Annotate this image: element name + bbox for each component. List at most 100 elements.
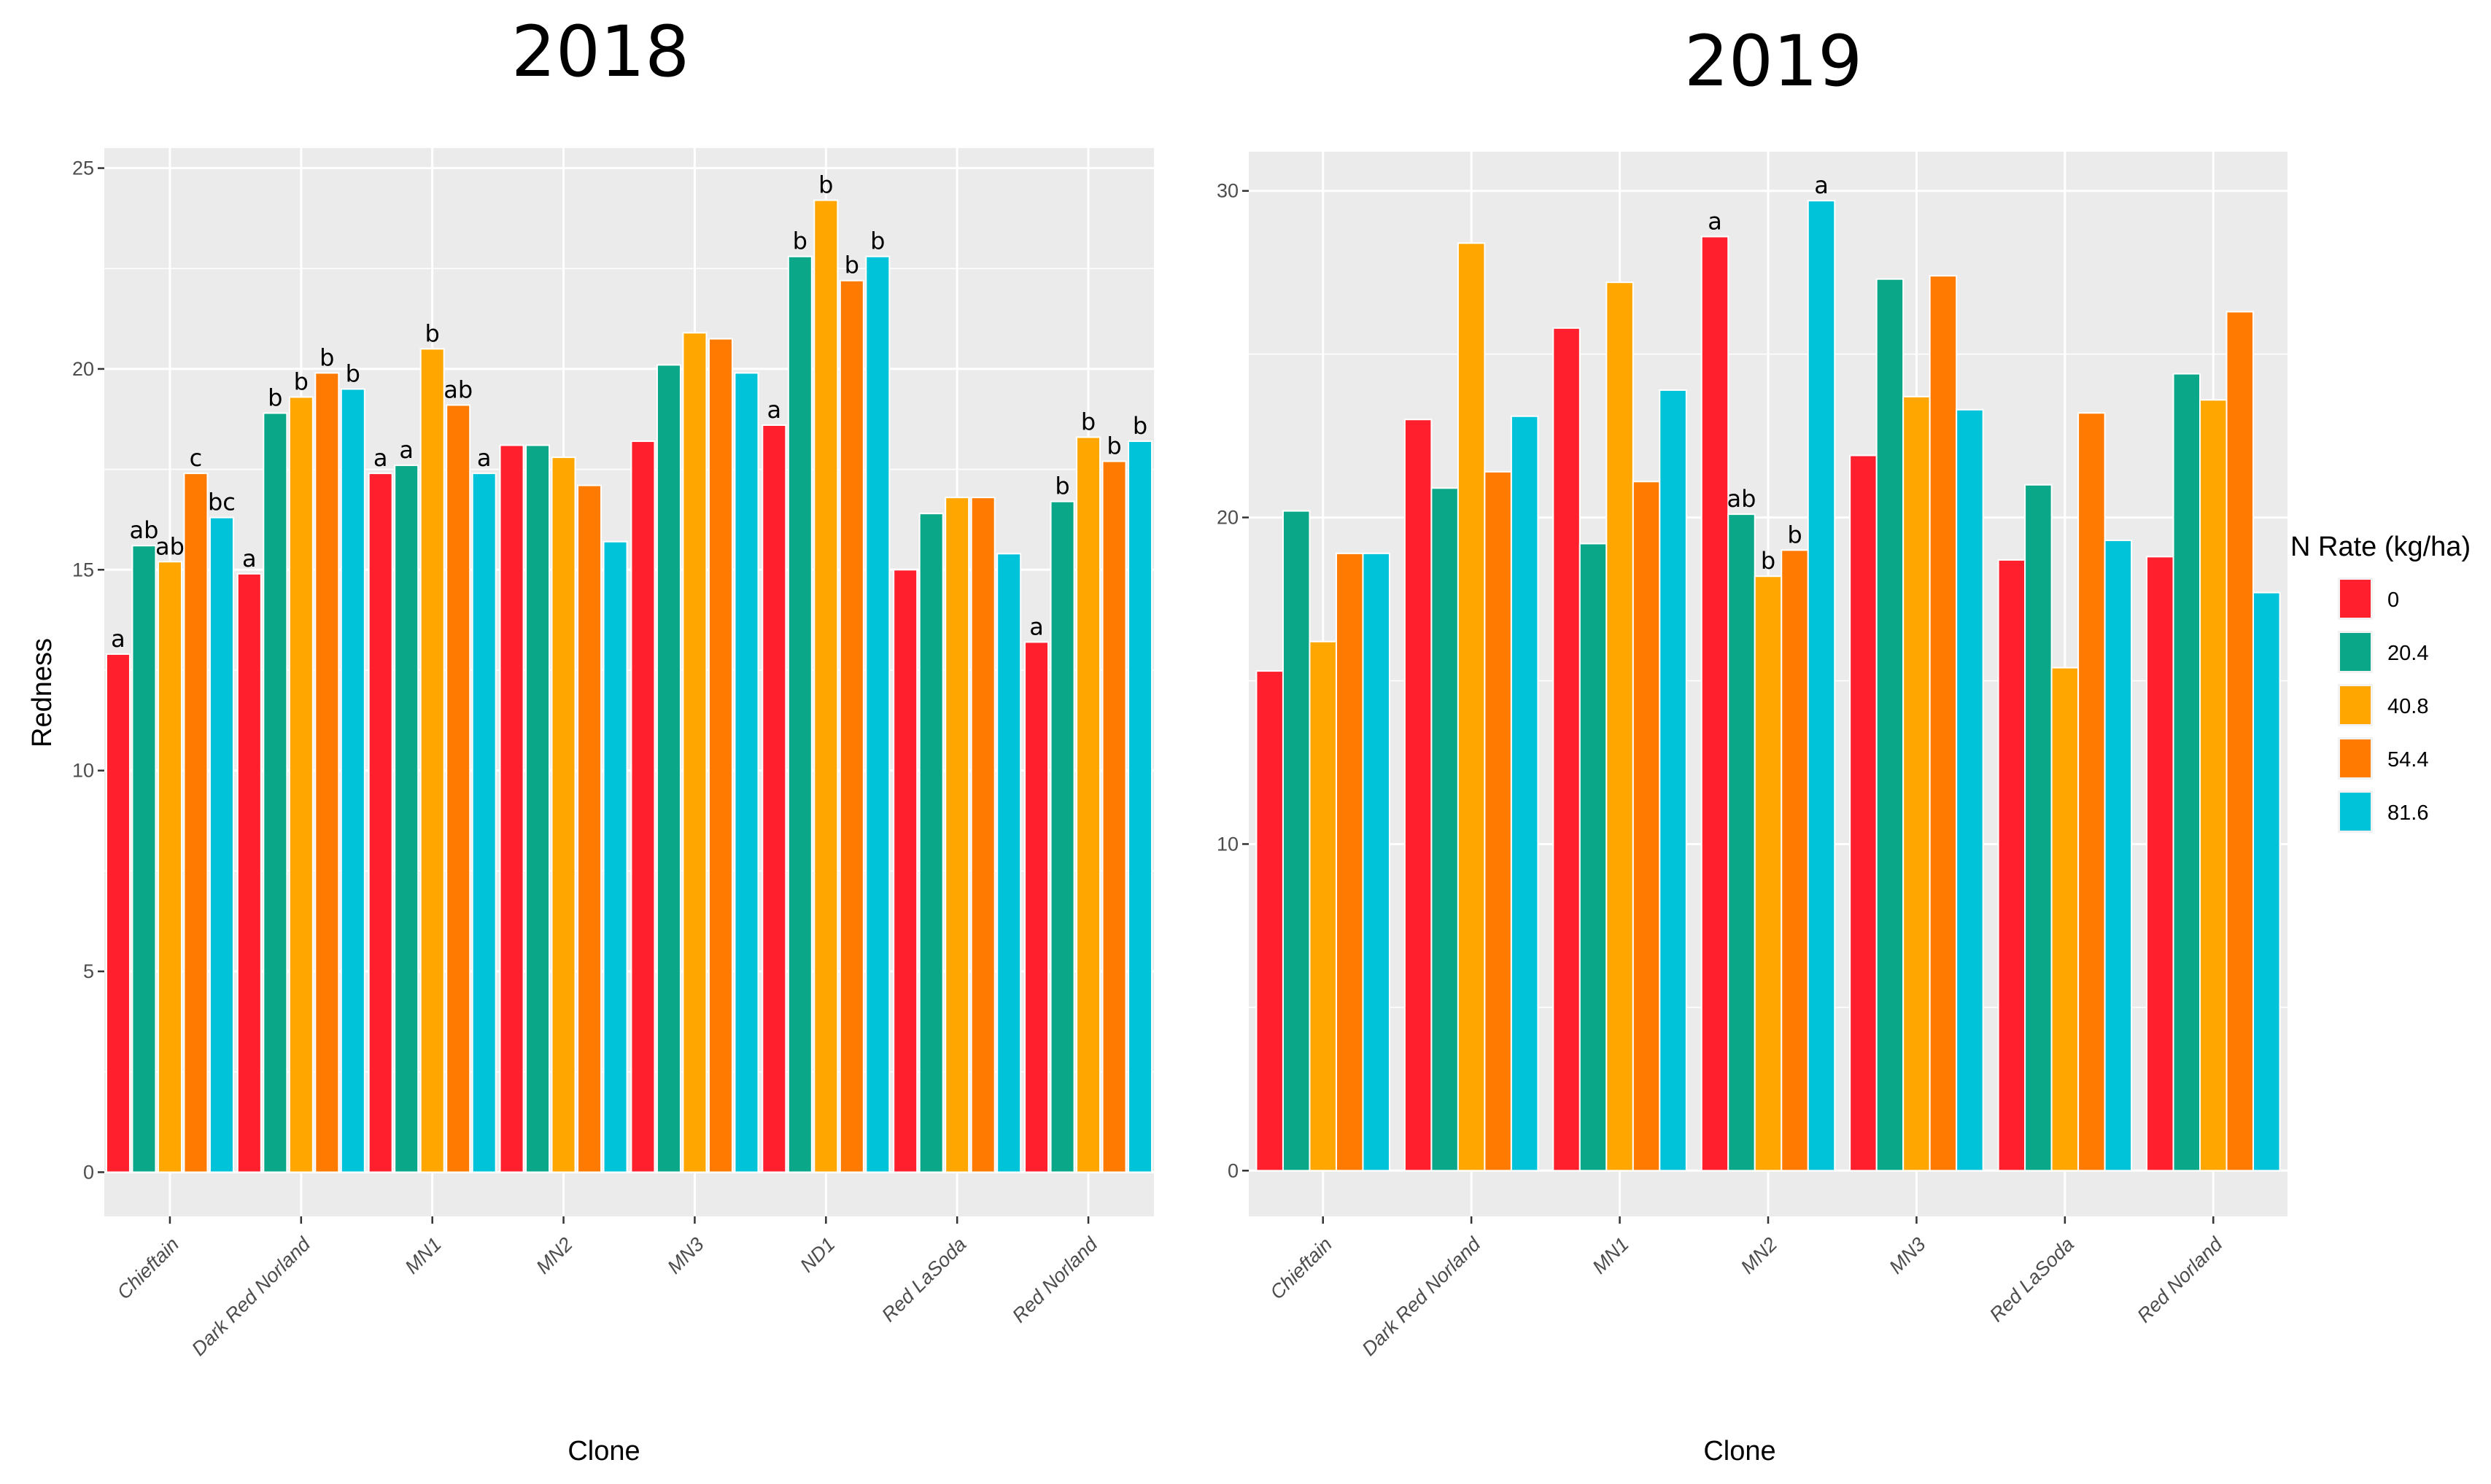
bar-mn3-40-8 — [682, 332, 708, 1173]
bar-mn2-0 — [499, 444, 524, 1173]
legend-swatch-54-4 — [2340, 739, 2371, 777]
y-tick-label: 10 — [72, 760, 94, 782]
significance-label: b — [319, 343, 334, 371]
legend-label: 40.8 — [2387, 695, 2428, 718]
legend-title: N Rate (kg/ha) — [2290, 532, 2471, 562]
bar-red-norland-20-4 — [2172, 373, 2201, 1172]
y-tick-label: 20 — [1217, 507, 1239, 529]
significance-label: b — [845, 252, 859, 279]
bar-mn2-54-4 — [577, 484, 603, 1173]
significance-label: b — [1107, 432, 1121, 460]
bar-chieftain-81-6 — [209, 516, 234, 1173]
bar-red-norland-20-4 — [1050, 500, 1075, 1173]
bar-mn3-40-8 — [1902, 395, 1931, 1172]
y-tick-label: 15 — [72, 559, 94, 580]
bar-mn1-54-4 — [446, 404, 471, 1173]
bar-nd1-20-4 — [787, 255, 813, 1173]
legend-swatch-40-8 — [2340, 686, 2371, 724]
significance-label: b — [793, 228, 807, 255]
bar-chieftain-40-8 — [1309, 640, 1337, 1172]
bar-mn1-40-8 — [419, 348, 445, 1173]
bar-dark-red-norland-20-4 — [1430, 487, 1459, 1172]
bar-mn2-20-4 — [525, 444, 551, 1173]
bar-chieftain-54-4 — [183, 473, 209, 1173]
significance-label: b — [425, 319, 440, 347]
bar-red-lasoda-40-8 — [2050, 667, 2080, 1172]
x-axis-title: Clone — [1703, 1436, 1775, 1466]
chart-2018: 2018 Redness Clone 0510152025aababcbcabb… — [27, 11, 1154, 1466]
bar-mn3-54-4 — [1929, 275, 1958, 1172]
bar-dark-red-norland-81-6 — [1510, 415, 1539, 1172]
legend-label: 0 — [2387, 588, 2399, 612]
plot-panel — [104, 148, 1154, 1216]
bar-mn2-54-4 — [1781, 549, 1809, 1172]
y-tick-label: 10 — [1217, 833, 1239, 855]
significance-label: ab — [129, 516, 158, 544]
significance-label: b — [1081, 408, 1096, 436]
bar-red-lasoda-54-4 — [970, 497, 996, 1173]
legend-label: 54.4 — [2387, 748, 2428, 772]
significance-label: a — [477, 444, 492, 472]
significance-label: a — [399, 436, 414, 464]
legend-label: 81.6 — [2387, 801, 2428, 825]
bar-nd1-81-6 — [865, 255, 891, 1173]
chart-title: 2019 — [1684, 20, 1862, 102]
significance-label: b — [1133, 412, 1147, 440]
bar-nd1-0 — [762, 424, 787, 1173]
y-tick-label: 0 — [1228, 1159, 1239, 1181]
bar-mn2-81-6 — [603, 540, 628, 1173]
bar-mn3-81-6 — [734, 372, 759, 1173]
significance-label: b — [1787, 521, 1802, 548]
y-tick-label: 20 — [72, 358, 94, 380]
significance-label: a — [242, 545, 257, 572]
bar-mn2-20-4 — [1727, 513, 1756, 1172]
bar-red-lasoda-0 — [1997, 559, 2026, 1172]
significance-label: b — [294, 368, 309, 395]
y-axis-title: Redness — [27, 638, 58, 747]
bar-dark-red-norland-0 — [1403, 419, 1433, 1172]
legend-swatch-81-6 — [2340, 793, 2371, 831]
bar-dark-red-norland-81-6 — [340, 388, 365, 1173]
x-axis-title: Clone — [567, 1436, 640, 1466]
bar-mn3-0 — [630, 440, 656, 1173]
y-tick-label: 25 — [72, 158, 94, 179]
bar-red-norland-40-8 — [2199, 399, 2228, 1172]
significance-label: b — [1055, 473, 1069, 500]
y-tick-label: 30 — [1217, 180, 1239, 202]
significance-label: b — [870, 228, 885, 255]
legend: N Rate (kg/ha) 0 20.4 40.8 54.4 81.6 — [2290, 532, 2471, 833]
bar-mn3-20-4 — [656, 364, 681, 1173]
bar-mn3-20-4 — [1875, 278, 1905, 1172]
bar-red-norland-81-6 — [1128, 440, 1153, 1173]
bar-red-norland-0 — [1024, 641, 1050, 1173]
bar-chieftain-54-4 — [1335, 552, 1364, 1172]
bar-red-norland-54-4 — [1101, 460, 1127, 1173]
bar-dark-red-norland-40-8 — [288, 396, 314, 1173]
bar-mn3-81-6 — [1956, 408, 1984, 1172]
significance-label: a — [1029, 613, 1044, 640]
bar-chieftain-0 — [105, 653, 131, 1173]
bar-chieftain-20-4 — [1282, 510, 1311, 1172]
legend-label: 20.4 — [2387, 642, 2428, 665]
bar-mn1-0 — [368, 473, 393, 1173]
significance-label: b — [818, 171, 833, 199]
bar-mn1-40-8 — [1605, 281, 1634, 1172]
bar-mn1-81-6 — [471, 473, 497, 1173]
bar-mn1-81-6 — [1659, 389, 1687, 1172]
significance-label: a — [373, 444, 388, 472]
legend-swatch-0 — [2340, 580, 2371, 618]
bar-mn2-0 — [1700, 236, 1729, 1172]
y-tick-label: 5 — [83, 960, 94, 982]
bar-chieftain-0 — [1255, 670, 1284, 1172]
bar-chieftain-81-6 — [1362, 552, 1390, 1172]
y-tick-label: 0 — [83, 1161, 94, 1183]
bar-red-norland-40-8 — [1076, 436, 1101, 1173]
bar-red-lasoda-54-4 — [2077, 412, 2106, 1172]
bar-red-lasoda-20-4 — [918, 513, 944, 1173]
bar-chieftain-20-4 — [131, 545, 157, 1173]
bar-mn2-40-8 — [551, 457, 576, 1173]
bar-dark-red-norland-54-4 — [314, 372, 340, 1173]
legend-swatch-20-4 — [2340, 633, 2371, 671]
